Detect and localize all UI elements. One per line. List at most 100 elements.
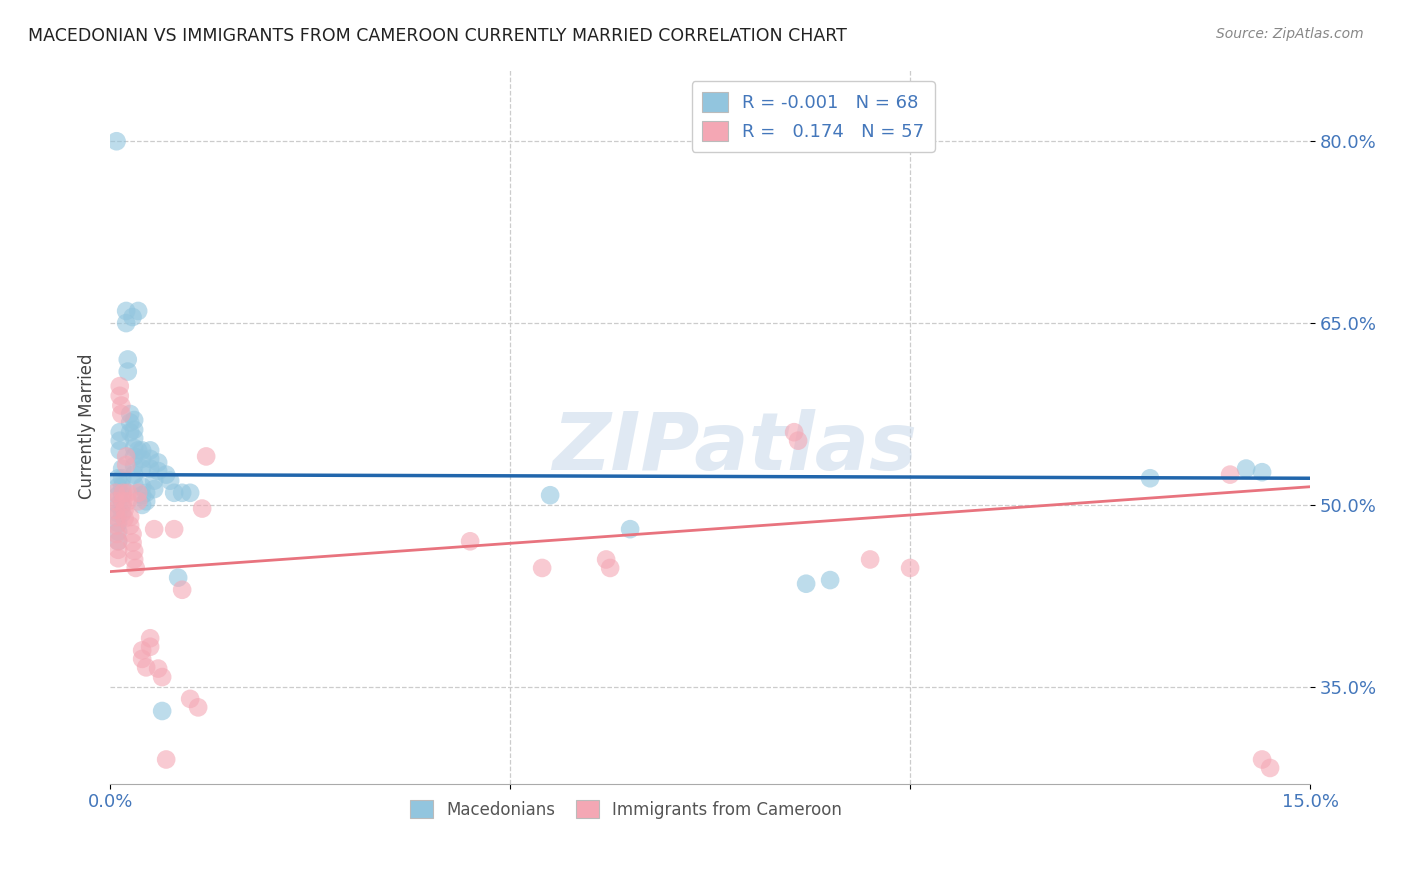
Point (595, 552, 617, 566)
Point (110, 407, 132, 421)
Point (108, 443, 131, 458)
Point (127, 443, 149, 458)
Point (120, 510, 142, 524)
Point (139, 461, 162, 475)
Point (108, 379, 131, 393)
Point (105, 510, 128, 524)
Point (122, 413, 145, 427)
Point (114, 502, 136, 516)
Point (122, 431, 145, 445)
Point (191, 501, 214, 516)
Point (117, 352, 139, 367)
Point (122, 423, 145, 437)
Point (122, 552, 145, 566)
Point (179, 485, 201, 500)
Point (538, 488, 561, 502)
Point (115, 316, 138, 330)
Point (146, 464, 169, 478)
Point (898, 561, 921, 575)
Point (127, 304, 149, 318)
Point (163, 522, 186, 536)
Point (794, 576, 817, 591)
Point (131, 480, 153, 494)
Point (143, 474, 166, 488)
Point (131, 451, 153, 466)
Point (111, 507, 134, 521)
Point (120, 425, 142, 440)
Point (135, 660, 157, 674)
Point (179, 691, 201, 706)
Point (107, 542, 129, 557)
Point (599, 561, 621, 575)
Point (1219, 467, 1241, 482)
Point (117, 365, 139, 379)
Point (107, 498, 129, 512)
Point (105, 134, 128, 148)
Point (195, 450, 218, 464)
Point (105, 527, 128, 541)
Text: Source: ZipAtlas.com: Source: ZipAtlas.com (1216, 27, 1364, 41)
Point (163, 485, 186, 500)
Point (122, 450, 145, 464)
Legend: Macedonians, Immigrants from Cameroon: Macedonians, Immigrants from Cameroon (404, 794, 849, 825)
Point (146, 455, 169, 469)
Point (619, 522, 641, 536)
Point (104, 485, 127, 500)
Point (122, 441, 145, 455)
Point (135, 485, 157, 500)
Point (104, 494, 127, 508)
Point (104, 502, 127, 516)
Point (107, 488, 129, 502)
Point (107, 516, 129, 530)
Point (107, 507, 129, 521)
Point (111, 480, 134, 494)
Point (155, 752, 177, 766)
Point (172, 485, 194, 500)
Point (111, 498, 134, 512)
Point (117, 485, 139, 500)
Point (531, 561, 554, 575)
Point (143, 482, 166, 496)
Point (115, 304, 138, 318)
Point (111, 471, 134, 485)
Point (187, 700, 209, 714)
Point (1251, 752, 1274, 766)
Point (167, 571, 190, 585)
Point (117, 494, 139, 508)
Point (139, 632, 162, 646)
Point (110, 399, 132, 413)
Point (107, 534, 129, 549)
Point (120, 416, 142, 430)
Point (458, 534, 481, 549)
Point (818, 573, 841, 587)
Point (131, 488, 153, 502)
Point (121, 527, 143, 541)
Point (1139, 471, 1161, 485)
Point (122, 544, 145, 558)
Point (107, 524, 129, 539)
Point (105, 518, 128, 533)
Point (146, 662, 169, 676)
Point (121, 535, 143, 549)
Point (159, 474, 181, 488)
Point (787, 434, 810, 448)
Point (139, 451, 162, 466)
Point (111, 485, 134, 500)
Point (150, 704, 173, 718)
Point (131, 652, 153, 666)
Point (127, 485, 149, 500)
Point (108, 425, 131, 440)
Point (108, 389, 131, 403)
Point (143, 522, 166, 536)
Point (859, 552, 882, 566)
Point (122, 467, 145, 482)
Point (111, 461, 134, 475)
Point (125, 561, 148, 575)
Point (131, 461, 153, 475)
Point (150, 670, 173, 684)
Text: MACEDONIAN VS IMMIGRANTS FROM CAMEROON CURRENTLY MARRIED CORRELATION CHART: MACEDONIAN VS IMMIGRANTS FROM CAMEROON C… (28, 27, 846, 45)
Point (111, 488, 134, 502)
Point (115, 458, 138, 472)
Point (107, 551, 129, 566)
Y-axis label: Currently Married: Currently Married (79, 353, 96, 499)
